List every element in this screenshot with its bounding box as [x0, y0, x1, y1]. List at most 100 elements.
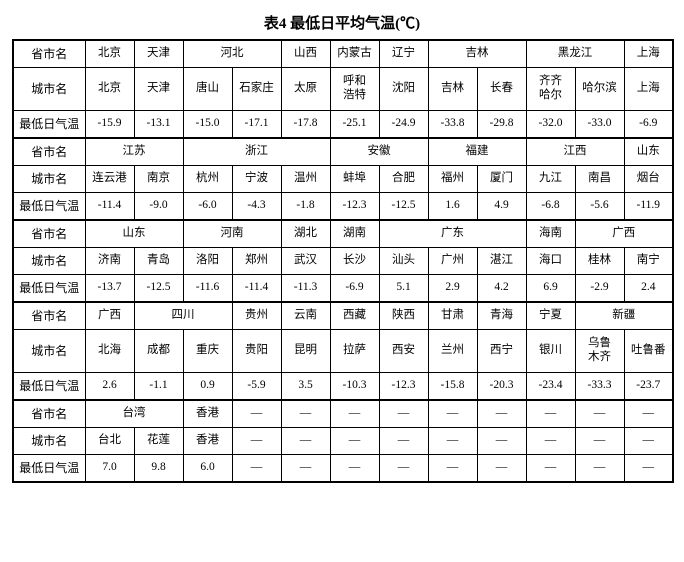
- city-cell: 银川: [526, 330, 575, 373]
- province-cell: —: [477, 400, 526, 428]
- temp-cell: —: [330, 455, 379, 483]
- temp-cell: 5.1: [379, 275, 428, 303]
- table-title: 表4 最低日平均气温(℃): [12, 12, 672, 33]
- province-cell: 云南: [281, 302, 330, 330]
- temperature-table: 省市名北京天津河北山西内蒙古辽宁吉林黑龙江上海城市名北京天津唐山石家庄太原呼和浩…: [12, 39, 674, 483]
- city-cell: 北海: [85, 330, 134, 373]
- province-cell: 宁夏: [526, 302, 575, 330]
- city-cell: 吉林: [428, 68, 477, 111]
- city-cell: 广州: [428, 248, 477, 275]
- city-cell: 贵阳: [232, 330, 281, 373]
- temp-cell: 9.8: [134, 455, 183, 483]
- city-cell: 长沙: [330, 248, 379, 275]
- row-label-city: 城市名: [13, 428, 85, 455]
- city-cell: 齐齐哈尔: [526, 68, 575, 111]
- temp-cell: -5.6: [575, 193, 624, 221]
- province-cell: —: [575, 400, 624, 428]
- temp-cell: -33.8: [428, 111, 477, 139]
- row-label-city: 城市名: [13, 330, 85, 373]
- temp-cell: —: [526, 455, 575, 483]
- city-cell: 连云港: [85, 166, 134, 193]
- province-cell: 吉林: [428, 40, 526, 68]
- city-cell: 济南: [85, 248, 134, 275]
- province-cell: 贵州: [232, 302, 281, 330]
- province-cell: 新疆: [575, 302, 673, 330]
- city-cell: 呼和浩特: [330, 68, 379, 111]
- province-cell: 广西: [575, 220, 673, 248]
- city-cell: 青岛: [134, 248, 183, 275]
- province-cell: —: [232, 400, 281, 428]
- province-cell: 江苏: [85, 138, 183, 166]
- province-cell: —: [281, 400, 330, 428]
- province-cell: 香港: [183, 400, 232, 428]
- temp-cell: -6.9: [624, 111, 673, 139]
- province-cell: —: [428, 400, 477, 428]
- city-cell: 哈尔滨: [575, 68, 624, 111]
- province-cell: —: [624, 400, 673, 428]
- city-cell: 拉萨: [330, 330, 379, 373]
- temp-cell: -15.0: [183, 111, 232, 139]
- row-label-province: 省市名: [13, 220, 85, 248]
- temp-cell: -12.5: [379, 193, 428, 221]
- temp-cell: -32.0: [526, 111, 575, 139]
- temp-cell: -25.1: [330, 111, 379, 139]
- temp-cell: —: [428, 455, 477, 483]
- temp-cell: -33.3: [575, 373, 624, 401]
- province-cell: —: [379, 400, 428, 428]
- temp-cell: 1.6: [428, 193, 477, 221]
- temp-cell: -33.0: [575, 111, 624, 139]
- city-cell: —: [428, 428, 477, 455]
- city-cell: 西安: [379, 330, 428, 373]
- city-cell: 武汉: [281, 248, 330, 275]
- city-cell: 九江: [526, 166, 575, 193]
- city-cell: 杭州: [183, 166, 232, 193]
- temp-cell: -13.7: [85, 275, 134, 303]
- temp-cell: -11.9: [624, 193, 673, 221]
- city-cell: 成都: [134, 330, 183, 373]
- temp-cell: -1.1: [134, 373, 183, 401]
- temp-cell: -11.4: [232, 275, 281, 303]
- temp-cell: -6.9: [330, 275, 379, 303]
- temp-cell: 6.9: [526, 275, 575, 303]
- temp-cell: —: [477, 455, 526, 483]
- temp-cell: -12.5: [134, 275, 183, 303]
- city-cell: 石家庄: [232, 68, 281, 111]
- temp-cell: 0.9: [183, 373, 232, 401]
- city-cell: 洛阳: [183, 248, 232, 275]
- temp-cell: —: [232, 455, 281, 483]
- row-label-temp: 最低日气温: [13, 373, 85, 401]
- temp-cell: -29.8: [477, 111, 526, 139]
- city-cell: —: [379, 428, 428, 455]
- city-cell: 香港: [183, 428, 232, 455]
- temp-cell: 2.9: [428, 275, 477, 303]
- temp-cell: -11.6: [183, 275, 232, 303]
- temp-cell: 4.9: [477, 193, 526, 221]
- city-cell: 桂林: [575, 248, 624, 275]
- temp-cell: 7.0: [85, 455, 134, 483]
- temp-cell: -15.8: [428, 373, 477, 401]
- province-cell: 广西: [85, 302, 134, 330]
- temp-cell: —: [379, 455, 428, 483]
- province-cell: 西藏: [330, 302, 379, 330]
- temp-cell: -17.1: [232, 111, 281, 139]
- city-cell: —: [281, 428, 330, 455]
- city-cell: 上海: [624, 68, 673, 111]
- temp-cell: -1.8: [281, 193, 330, 221]
- city-cell: 厦门: [477, 166, 526, 193]
- province-cell: 河北: [183, 40, 281, 68]
- row-label-temp: 最低日气温: [13, 111, 85, 139]
- city-cell: 天津: [134, 68, 183, 111]
- province-cell: 内蒙古: [330, 40, 379, 68]
- temp-cell: —: [575, 455, 624, 483]
- province-cell: 甘肃: [428, 302, 477, 330]
- city-cell: 花莲: [134, 428, 183, 455]
- city-cell: 福州: [428, 166, 477, 193]
- temp-cell: -5.9: [232, 373, 281, 401]
- temp-cell: 3.5: [281, 373, 330, 401]
- temp-cell: 4.2: [477, 275, 526, 303]
- temp-cell: -23.7: [624, 373, 673, 401]
- province-cell: 天津: [134, 40, 183, 68]
- temp-cell: 6.0: [183, 455, 232, 483]
- temp-cell: -11.4: [85, 193, 134, 221]
- city-cell: 兰州: [428, 330, 477, 373]
